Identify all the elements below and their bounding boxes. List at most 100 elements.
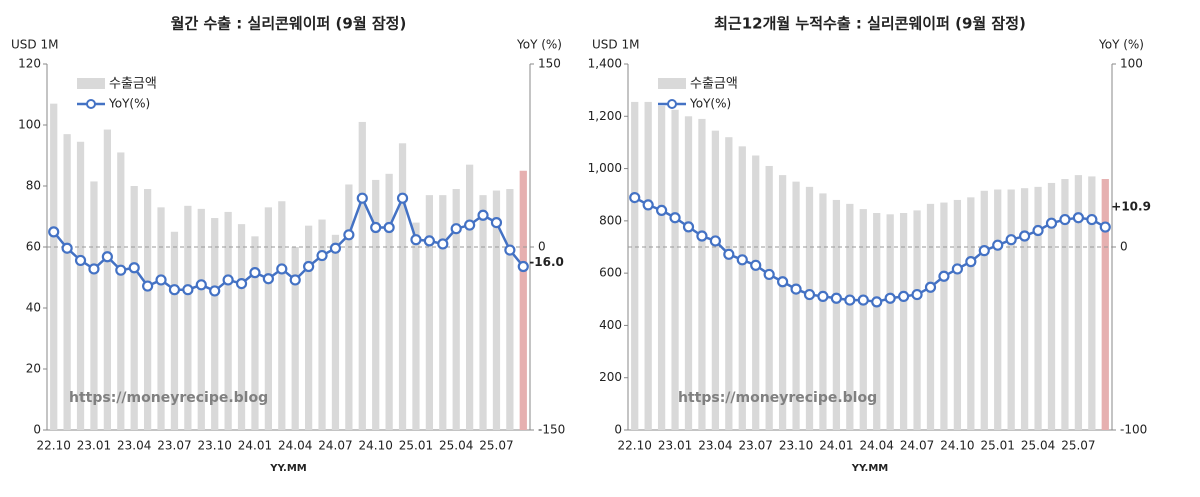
- bar: [1020, 188, 1029, 430]
- bar: [264, 207, 272, 430]
- line-marker: [396, 192, 409, 204]
- line-marker: [262, 273, 274, 285]
- bar: [237, 224, 246, 430]
- bar: [792, 181, 800, 430]
- line-marker: [871, 296, 883, 308]
- line-marker: [830, 292, 842, 304]
- line-marker: [898, 290, 910, 303]
- y-tick-label: 0: [614, 423, 622, 437]
- bar: [873, 213, 881, 430]
- x-tick-label: 24.10: [359, 439, 393, 453]
- y-tick-label: 600: [599, 266, 622, 280]
- x-tick-label: 23.07: [739, 439, 773, 453]
- y-axis-label: USD 1M: [11, 38, 58, 52]
- bar: [157, 207, 165, 430]
- line-marker: [965, 256, 977, 268]
- line-marker: [464, 219, 476, 231]
- bar: [1088, 176, 1096, 430]
- bar: [778, 175, 787, 430]
- bar: [130, 186, 138, 430]
- line-marker: [709, 235, 721, 247]
- bar: [425, 195, 433, 430]
- bar: [953, 199, 962, 430]
- bar: [331, 234, 340, 430]
- watermark: https://moneyrecipe.blog: [69, 390, 268, 406]
- line-marker: [938, 270, 950, 282]
- line-marker: [410, 234, 422, 246]
- bar: [211, 218, 219, 430]
- bar: [913, 210, 921, 430]
- line-marker: [383, 221, 395, 234]
- bar: [657, 105, 666, 430]
- bar: [519, 170, 527, 430]
- bar: [479, 195, 487, 430]
- x-tick-label: 24.10: [940, 439, 974, 453]
- x-tick-label: 23.10: [779, 439, 813, 453]
- bar: [886, 214, 894, 430]
- annotation: +10.9: [1111, 200, 1151, 214]
- bar: [251, 236, 259, 430]
- x-tick-label: 22.10: [618, 439, 652, 453]
- legend-swatch: [667, 99, 677, 109]
- line-marker: [128, 262, 140, 274]
- annotation: -16.0: [529, 255, 564, 269]
- y-tick-label: 1,000: [588, 161, 622, 175]
- x-tick-label: 23.04: [117, 439, 151, 453]
- bar: [819, 193, 827, 430]
- line-marker: [1099, 221, 1111, 233]
- y-tick-label: 60: [26, 240, 41, 254]
- x-tick-label: 24.01: [238, 439, 272, 453]
- bar: [372, 179, 380, 430]
- x-tick-label: 24.07: [900, 439, 934, 453]
- y-tick-label: 120: [18, 57, 41, 71]
- line-marker: [790, 283, 802, 295]
- bar: [994, 189, 1002, 430]
- line-marker: [209, 285, 221, 297]
- line-marker: [437, 238, 449, 250]
- bar: [671, 109, 679, 430]
- bar: [117, 152, 125, 430]
- line-marker: [517, 260, 529, 273]
- y-tick-label: 100: [18, 118, 41, 132]
- legend-label: 수출금액: [109, 77, 157, 92]
- y-tick-label: 200: [599, 370, 622, 384]
- line-marker: [182, 284, 194, 296]
- line-marker: [857, 294, 869, 306]
- bar: [278, 201, 286, 430]
- line-marker: [477, 209, 489, 221]
- bar: [224, 211, 232, 430]
- y2-tick-label: -100: [1120, 423, 1147, 437]
- bar: [63, 134, 71, 430]
- line-marker: [1086, 213, 1098, 226]
- bar: [197, 208, 205, 430]
- line-marker: [155, 274, 167, 286]
- y-tick-label: 0: [33, 423, 41, 437]
- line-marker: [696, 230, 708, 242]
- bar: [698, 118, 706, 431]
- bar: [170, 231, 179, 430]
- line-marker: [803, 288, 816, 301]
- y-axis-label: USD 1M: [592, 38, 639, 52]
- bar: [631, 101, 639, 431]
- bar: [859, 209, 867, 430]
- line-marker: [924, 281, 937, 293]
- line-marker: [723, 248, 735, 260]
- line-marker: [1059, 213, 1071, 226]
- line-marker: [978, 245, 990, 257]
- bar: [452, 189, 460, 430]
- bar: [398, 143, 407, 431]
- bar: [765, 165, 773, 430]
- line-marker: [450, 223, 462, 235]
- x-tick-label: 24.07: [318, 439, 352, 453]
- y-tick-label: 1,200: [588, 109, 622, 123]
- chart-title: 최근12개월 누적수출 : 실리콘웨이퍼 (9월 잠정): [714, 15, 1026, 33]
- line-marker: [763, 268, 775, 281]
- bar: [144, 189, 152, 430]
- bar: [466, 164, 474, 430]
- legend-swatch: [86, 99, 96, 109]
- y-tick-label: 20: [26, 362, 41, 376]
- line-marker: [1032, 224, 1044, 237]
- y2-tick-label: 0: [1120, 240, 1128, 254]
- line-marker: [235, 278, 248, 290]
